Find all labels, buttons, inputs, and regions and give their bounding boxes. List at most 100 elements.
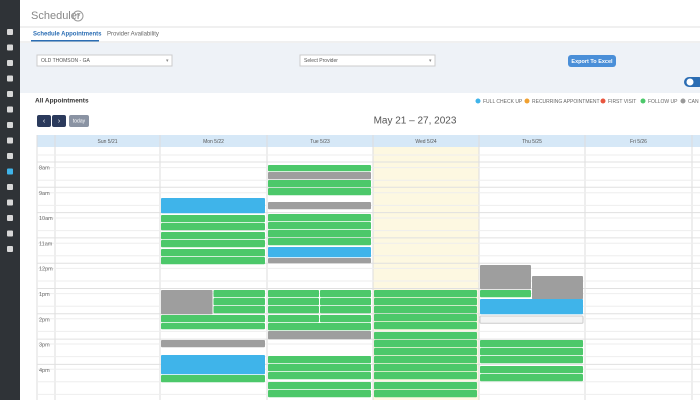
appointment[interactable] <box>374 314 477 322</box>
appointment[interactable] <box>268 315 319 323</box>
header-row <box>37 135 700 147</box>
export-button[interactable] <box>568 55 616 67</box>
appointment[interactable] <box>480 299 583 315</box>
nav-icon[interactable] <box>7 122 13 128</box>
day-header: Tue 5/23 <box>310 139 330 145</box>
appointment[interactable] <box>161 315 265 323</box>
nav-icon[interactable] <box>7 246 13 252</box>
day-header: Mon 5/22 <box>203 139 224 145</box>
appointment[interactable] <box>161 355 265 375</box>
appointment[interactable] <box>320 315 371 323</box>
nav-icon[interactable] <box>7 184 13 190</box>
appointment[interactable] <box>268 298 319 306</box>
appointment[interactable] <box>320 306 371 314</box>
nav-icon[interactable] <box>7 91 13 97</box>
appointment[interactable] <box>268 180 371 188</box>
appointment[interactable] <box>268 306 319 314</box>
appointment[interactable] <box>268 172 371 180</box>
sidebar-icons <box>7 29 13 252</box>
appointment[interactable] <box>161 223 265 231</box>
appointment[interactable] <box>268 356 371 364</box>
appointment[interactable] <box>374 356 477 364</box>
nav-icon[interactable] <box>7 44 13 51</box>
appointment[interactable] <box>532 276 583 300</box>
appointment[interactable] <box>268 238 371 246</box>
nav-icon[interactable] <box>7 215 13 221</box>
nav-icon[interactable] <box>7 137 13 144</box>
section-title: All Appointments <box>35 98 89 105</box>
appointment[interactable] <box>374 390 477 398</box>
legend-swatch <box>600 98 606 104</box>
appointment[interactable] <box>161 257 265 265</box>
appointment[interactable] <box>480 356 583 364</box>
location-select[interactable] <box>36 54 173 67</box>
appointment[interactable] <box>161 232 265 240</box>
time-label: 9am <box>39 191 50 197</box>
appointment[interactable] <box>374 372 477 380</box>
appointment[interactable] <box>374 364 477 372</box>
legend-swatch <box>475 98 481 104</box>
appointment[interactable] <box>374 340 477 348</box>
appointment[interactable] <box>320 298 371 306</box>
appointment[interactable] <box>374 298 477 306</box>
appointment[interactable] <box>268 222 371 230</box>
appointment[interactable] <box>268 247 371 258</box>
nav-icon[interactable] <box>7 106 13 113</box>
appointment[interactable] <box>480 290 531 298</box>
legend-swatch <box>524 98 530 104</box>
tab[interactable]: Schedule Appointments <box>33 32 102 38</box>
appointment[interactable] <box>374 382 477 390</box>
appointment[interactable] <box>480 374 583 382</box>
appointment[interactable] <box>161 290 213 315</box>
appointment[interactable] <box>268 165 371 172</box>
appointment[interactable] <box>268 290 319 298</box>
nav-icon[interactable] <box>7 75 13 82</box>
appointment[interactable] <box>268 372 371 380</box>
appointment[interactable] <box>213 298 266 306</box>
appointment[interactable] <box>268 390 371 398</box>
appointment[interactable] <box>480 348 583 356</box>
appointment[interactable] <box>479 315 584 324</box>
appointment[interactable] <box>374 348 477 356</box>
appointment[interactable] <box>480 366 583 374</box>
appointment[interactable] <box>268 323 371 331</box>
appointment[interactable] <box>374 306 477 314</box>
appointment[interactable] <box>268 258 371 264</box>
appointment[interactable] <box>374 332 477 340</box>
appointment[interactable] <box>161 249 265 257</box>
appointment[interactable] <box>161 340 265 348</box>
appointment[interactable] <box>213 306 266 314</box>
next-button[interactable] <box>52 115 66 127</box>
nav-icon[interactable] <box>7 168 13 175</box>
nav-icon[interactable] <box>7 29 13 35</box>
appointment[interactable] <box>268 214 371 222</box>
appointment[interactable] <box>213 290 266 298</box>
appointment[interactable] <box>268 202 371 210</box>
appointment[interactable] <box>268 188 371 196</box>
nav-icon[interactable] <box>7 199 13 206</box>
nav-icon[interactable] <box>7 60 13 66</box>
appointment[interactable] <box>161 375 265 383</box>
appointment[interactable] <box>320 290 371 298</box>
appointment[interactable] <box>268 331 371 340</box>
appointment[interactable] <box>161 323 265 330</box>
today-button[interactable] <box>69 115 89 127</box>
prev-button[interactable] <box>37 115 51 127</box>
appointment[interactable] <box>480 340 583 348</box>
nav-icon[interactable] <box>7 153 13 159</box>
nav-icon[interactable] <box>7 230 13 237</box>
appointment[interactable] <box>374 290 477 298</box>
appointment[interactable] <box>268 382 371 390</box>
appointment[interactable] <box>268 364 371 372</box>
appointment[interactable] <box>374 322 477 330</box>
appointment[interactable] <box>161 198 265 214</box>
appointment[interactable] <box>268 230 371 238</box>
help-icon[interactable] <box>72 10 84 22</box>
provider-select[interactable] <box>299 54 436 67</box>
appointment[interactable] <box>161 240 265 248</box>
tab[interactable]: Provider Availability <box>107 32 159 38</box>
appointment[interactable] <box>480 265 531 290</box>
date-range: May 21 – 27, 2023 <box>374 116 457 127</box>
appointment[interactable] <box>161 215 265 223</box>
tab-underline <box>31 40 99 42</box>
